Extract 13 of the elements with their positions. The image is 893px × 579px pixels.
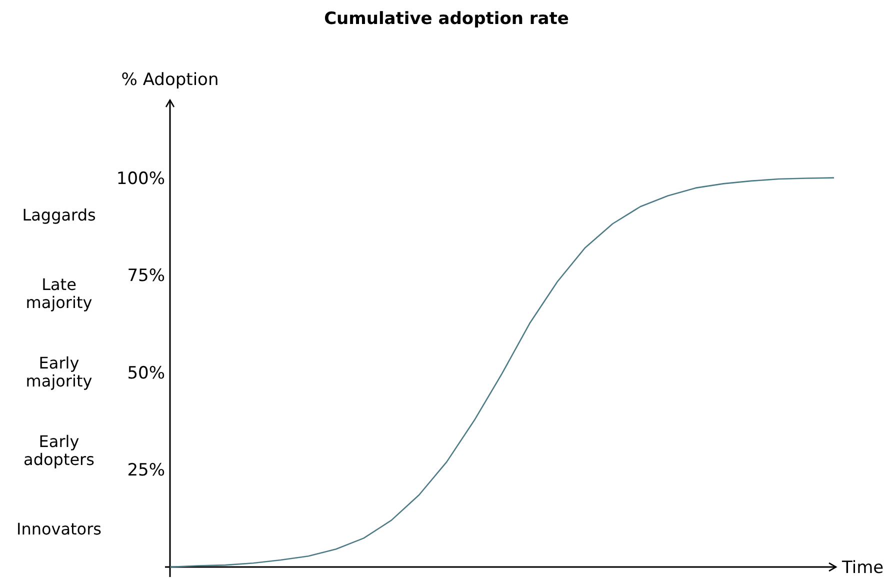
y-tick-label: 50% bbox=[127, 363, 165, 384]
y-tick-label: 75% bbox=[127, 266, 165, 286]
y-axis-title: % Adoption bbox=[121, 70, 219, 90]
y-tick-label: 25% bbox=[127, 460, 165, 481]
line-series bbox=[169, 177, 835, 568]
x-axis-title: Time bbox=[841, 558, 884, 578]
text: Early adopters bbox=[24, 432, 94, 470]
chart-title: Cumulative adoption rate bbox=[324, 9, 569, 29]
text: Late majority bbox=[26, 275, 92, 312]
text: Laggards bbox=[22, 206, 96, 225]
text: Early majority bbox=[26, 354, 92, 391]
text: Innovators bbox=[16, 520, 102, 539]
y-tick-label: 100% bbox=[116, 168, 165, 189]
